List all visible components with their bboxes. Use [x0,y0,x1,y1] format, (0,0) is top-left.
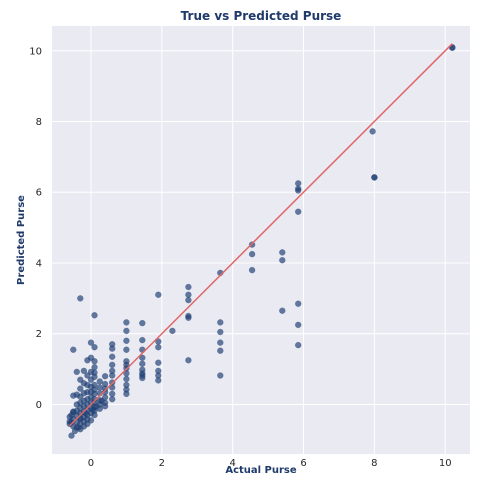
data-point [139,360,146,368]
data-point [108,353,116,360]
data-point [217,372,224,379]
data-point [93,402,100,410]
data-point [185,296,192,304]
data-point [77,385,84,392]
data-point [185,314,192,322]
data-point [123,390,130,398]
data-point [84,372,91,379]
data-point [449,44,456,52]
data-point [80,367,88,375]
data-point [279,249,286,256]
grid [52,26,470,454]
x-tick-label: 10 [439,458,452,469]
data-point [155,377,162,384]
data-point [108,361,116,369]
y-tick-label: 0 [36,400,42,411]
data-point [217,347,224,354]
data-point [139,374,146,382]
data-point [84,357,91,364]
data-point [98,397,105,405]
data-point [123,327,130,335]
y-tick-label: 10 [29,46,42,57]
x-tick-label: 0 [88,458,94,469]
data-point [77,295,84,302]
x-tick-label: 2 [159,458,165,469]
y-tick-label: 6 [36,188,42,199]
data-point [155,291,162,299]
data-point [123,346,130,353]
data-point [87,376,95,383]
reference-line [69,43,453,427]
data-point [369,128,376,135]
data-point [185,283,192,291]
y-axis-label: Predicted Purse [16,195,27,285]
y-tick-label: 8 [36,117,42,128]
data-point [108,395,116,403]
data-point [101,372,109,380]
data-point [73,368,81,376]
data-point [294,187,302,194]
data-point [108,384,116,391]
data-point [217,319,224,326]
data-point [123,319,130,326]
data-point [155,359,162,366]
data-point [77,376,84,383]
data-point [123,375,130,383]
data-point [217,328,224,336]
x-tick-label: 4 [229,458,235,469]
data-point [294,341,302,349]
data-point [108,345,116,352]
data-point [87,339,95,346]
chart-title: True vs Predicted Purse [181,9,342,23]
y-tick-label: 4 [36,258,42,269]
plot-area [52,26,470,454]
data-point [70,408,77,415]
data-point [279,256,286,264]
data-point [70,346,77,353]
data-point [91,312,98,319]
x-tick-label: 8 [371,458,377,469]
tick-labels: 0 2 4 6 8 10 0 2 4 6 8 10 [29,46,451,469]
data-point [371,174,378,181]
data-point [123,337,130,345]
data-point [73,401,81,408]
data-point [155,343,162,351]
data-point [66,420,73,428]
data-point [68,432,75,439]
data-point [294,208,302,215]
data-point [294,300,302,307]
data-point [70,392,77,399]
data-point [169,327,176,335]
data-point [294,321,302,329]
data-point [248,266,256,274]
data-point [185,357,192,364]
data-point [139,319,146,327]
data-point [96,378,104,385]
data-point [71,427,79,435]
y-tick-label: 2 [36,329,42,340]
x-tick-label: 6 [300,458,306,469]
data-point [108,372,116,379]
data-point [279,307,286,314]
data-point [248,250,256,258]
reference-line-group [69,43,453,427]
data-point [91,343,98,351]
x-axis-label: Actual Purse [225,465,297,476]
data-point [217,339,224,346]
data-point [139,336,146,344]
